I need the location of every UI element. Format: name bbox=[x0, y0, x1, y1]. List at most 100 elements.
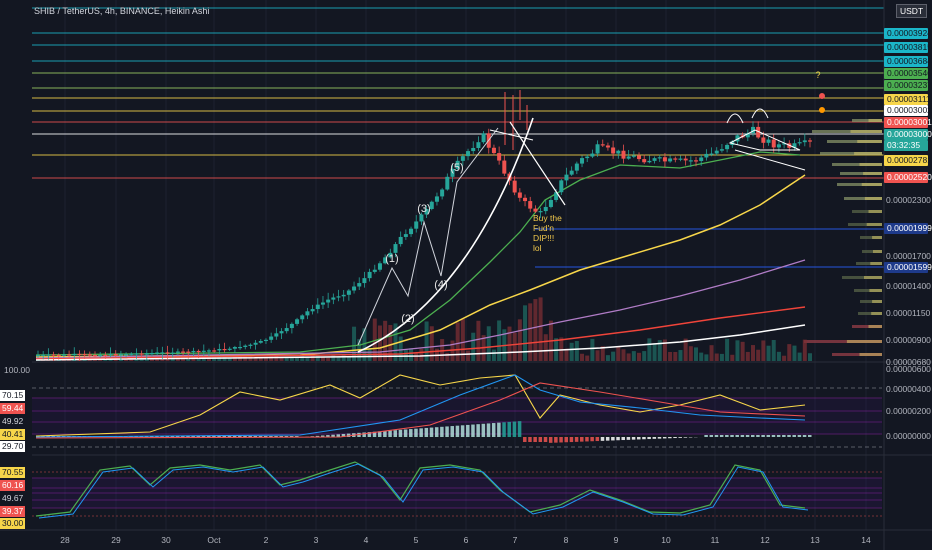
volume-bar bbox=[284, 357, 289, 361]
question-note: ? bbox=[815, 70, 821, 80]
stoch-d-line bbox=[38, 463, 809, 519]
candle-body bbox=[626, 156, 631, 159]
candle-body bbox=[305, 311, 310, 316]
histogram-bar bbox=[502, 422, 506, 437]
candle-body bbox=[419, 214, 424, 222]
candle-body bbox=[751, 126, 756, 134]
histogram-bar bbox=[808, 435, 812, 437]
price-tag: 0.00003001 bbox=[884, 117, 932, 128]
time-axis-label: 30 bbox=[161, 535, 171, 545]
volume-bar bbox=[616, 346, 621, 361]
volume-bar bbox=[704, 354, 709, 361]
volume-profile-bar bbox=[870, 262, 882, 265]
histogram-bar bbox=[289, 436, 294, 437]
triangle-pattern bbox=[728, 129, 801, 151]
stoch-level-label: 49.67 bbox=[0, 493, 26, 504]
volume-bar bbox=[740, 341, 745, 361]
candle-body bbox=[383, 257, 388, 264]
ma-white-line bbox=[35, 324, 806, 361]
histogram-bar bbox=[797, 435, 802, 437]
price-tag: 0.00003111 bbox=[884, 94, 931, 105]
histogram-bar bbox=[227, 436, 232, 437]
candle-body bbox=[274, 333, 279, 337]
volume-bar bbox=[227, 357, 232, 361]
histogram-bar bbox=[683, 437, 688, 438]
histogram-bar bbox=[232, 436, 237, 437]
histogram-bar bbox=[595, 437, 600, 442]
candle-body bbox=[605, 145, 610, 148]
candle-body bbox=[460, 156, 465, 161]
candle-body bbox=[761, 137, 766, 143]
candle-body bbox=[175, 351, 180, 353]
stoch-level-label: 39.37 bbox=[0, 506, 26, 517]
time-axis-label: 2 bbox=[263, 535, 269, 545]
volume-profile-bar bbox=[862, 250, 882, 253]
volume-bar bbox=[419, 348, 424, 361]
candle-body bbox=[409, 228, 414, 235]
volume-bar bbox=[507, 326, 512, 361]
histogram-bar bbox=[616, 437, 620, 441]
parabolic-curve bbox=[357, 117, 534, 353]
ma-red-line bbox=[35, 306, 806, 360]
volume-bar bbox=[574, 341, 579, 361]
volume-bar bbox=[424, 321, 429, 361]
candle-body bbox=[336, 296, 341, 298]
histogram-bar bbox=[564, 437, 568, 443]
volume-bar bbox=[336, 357, 341, 361]
candle-body bbox=[424, 208, 429, 215]
histogram-bar bbox=[569, 437, 574, 443]
volume-bar bbox=[414, 352, 419, 361]
histogram-bar bbox=[725, 435, 729, 437]
histogram-bar bbox=[626, 437, 631, 440]
histogram-bar bbox=[476, 424, 480, 437]
volume-bar bbox=[486, 326, 491, 361]
volume-bar bbox=[662, 339, 667, 361]
candles bbox=[36, 90, 812, 361]
histogram-bar bbox=[284, 436, 289, 437]
histogram-bar bbox=[802, 435, 807, 437]
histogram-bar bbox=[543, 437, 548, 442]
histogram-bar bbox=[367, 432, 372, 437]
histogram-bar bbox=[388, 430, 392, 437]
histogram-bar bbox=[491, 423, 496, 437]
volume-profile-bar bbox=[868, 210, 882, 213]
histogram-bar bbox=[409, 429, 413, 437]
volume-bar bbox=[719, 353, 724, 361]
candle-body bbox=[196, 350, 201, 353]
volume-bar bbox=[782, 355, 787, 361]
volume-bar bbox=[735, 340, 740, 361]
candle-body bbox=[652, 158, 657, 161]
candle-body bbox=[165, 352, 170, 354]
histogram-bar bbox=[471, 424, 475, 437]
candle-body bbox=[388, 252, 393, 258]
volume-profile-bar bbox=[837, 183, 882, 186]
histogram-bar bbox=[424, 427, 429, 437]
histogram-bar bbox=[719, 435, 724, 437]
candle-body bbox=[326, 299, 331, 303]
candle-body bbox=[258, 341, 263, 343]
volume-bar bbox=[808, 353, 812, 361]
candle-body bbox=[98, 354, 103, 357]
volume-profile-bar bbox=[846, 340, 882, 343]
volume-bar bbox=[326, 357, 331, 361]
volume-bar bbox=[528, 303, 533, 361]
drawings bbox=[357, 93, 825, 353]
volume-bar bbox=[352, 326, 357, 361]
volume-bar bbox=[776, 351, 781, 361]
ma-purple-line bbox=[35, 259, 806, 359]
price-levels bbox=[32, 7, 884, 268]
candle-body bbox=[315, 304, 320, 310]
currency-badge[interactable]: USDT bbox=[896, 4, 928, 18]
histogram-bar bbox=[383, 430, 387, 437]
candle-body bbox=[77, 353, 82, 356]
candle-body bbox=[367, 271, 372, 279]
histogram-bar bbox=[751, 435, 755, 437]
histogram-bar bbox=[745, 435, 750, 437]
volume-bar bbox=[372, 318, 377, 361]
volume-bar bbox=[409, 348, 414, 361]
candle-body bbox=[41, 354, 46, 356]
wave-label-2: (2) bbox=[401, 313, 415, 325]
volume-bar bbox=[699, 352, 704, 361]
volume-bar bbox=[771, 339, 776, 361]
